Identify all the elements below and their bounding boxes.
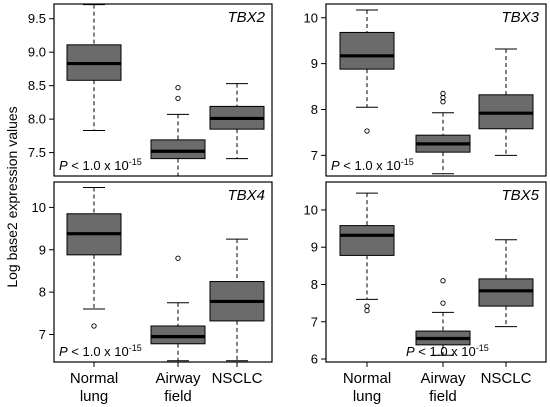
outlier-point [440, 90, 446, 97]
panel-title: TBX2 [227, 9, 265, 26]
y-tick-label: 8.0 [28, 112, 46, 127]
panel-title: TBX3 [501, 9, 539, 26]
outlier-point [175, 95, 181, 102]
panel-tbx4: 7 8 9 10 TBX4 P < 1.0 x 10-15 [32, 181, 273, 363]
x-category-line: field [164, 388, 192, 405]
y-tick-label: 8 [39, 285, 46, 300]
x-category-line: Normal [70, 370, 118, 387]
x-category-label: NSCLC [481, 370, 532, 387]
p-value-exponent: -15 [129, 157, 142, 167]
outlier-point [175, 255, 181, 261]
box-airway-field [150, 255, 206, 362]
p-value-letter: P [406, 344, 415, 359]
p-value-exponent: -15 [129, 343, 142, 353]
iqr-box [478, 278, 534, 307]
y-axis-label: Log base2 expression values [4, 106, 20, 287]
p-value-letter: P [59, 344, 68, 359]
p-value-text: < 1.0 x 10 [415, 344, 476, 359]
p-value-letter: P [331, 158, 340, 173]
panel-frame [325, 3, 547, 177]
x-category-line: lung [80, 388, 108, 405]
y-tick-label: 9 [311, 56, 318, 71]
iqr-box [339, 31, 395, 70]
box-normal-lung [66, 4, 122, 131]
y-tick-label: 9.5 [28, 11, 46, 26]
y-tick-label: 8 [311, 277, 318, 292]
outlier-point [175, 85, 181, 91]
panel-tbx2: 7.5 8.0 8.5 9.0 9.5 TBX2 P < 1.0 x 10-15 [28, 3, 273, 177]
iqr-box [339, 225, 395, 256]
box-normal-lung [66, 187, 122, 329]
x-category-label: Normal lung [343, 370, 391, 405]
iqr-box [150, 325, 206, 345]
y-tick-label: 7 [39, 327, 46, 342]
p-value-text: < 1.0 x 10 [68, 158, 129, 173]
p-value-label: P < 1.0 x 10-15 [59, 157, 142, 173]
box-airway-field [415, 278, 471, 356]
panel-frame [53, 3, 273, 177]
y-tick-label: 8.5 [28, 78, 46, 93]
y-tick-label: 7.5 [28, 145, 46, 160]
panel-frame [53, 181, 273, 363]
box-nsclc [478, 239, 534, 328]
y-tick-label: 10 [32, 200, 46, 215]
p-value-label: P < 1.0 x 10-15 [59, 343, 142, 359]
x-category-line: NSCLC [212, 370, 263, 387]
outlier-point [440, 300, 446, 306]
y-tick-label: 10 [304, 202, 318, 217]
outlier-point [364, 303, 370, 309]
x-category-line: Airway [420, 370, 466, 387]
outlier-point [440, 278, 446, 284]
y-tick-label: 7 [311, 314, 318, 329]
x-category-line: Normal [343, 370, 391, 387]
p-value-label: P < 1.0 x 10-15 [406, 343, 489, 359]
iqr-box [150, 139, 206, 160]
p-value-exponent: -15 [401, 157, 414, 167]
p-value-letter: P [59, 158, 68, 173]
p-value-label: P < 1.0 x 10-15 [331, 157, 414, 173]
y-tick-label: 9 [311, 240, 318, 255]
p-value-exponent: -15 [476, 343, 489, 353]
y-tick-label: 6 [311, 352, 318, 367]
outlier-point [364, 128, 370, 134]
panel-frame [325, 181, 547, 363]
y-tick-label: 9.0 [28, 45, 46, 60]
box-nsclc [209, 238, 265, 362]
box-normal-lung [339, 192, 395, 314]
x-category-line: Airway [155, 370, 201, 387]
y-tick-label: 9 [39, 242, 46, 257]
p-value-text: < 1.0 x 10 [68, 344, 129, 359]
box-airway-field [415, 90, 471, 175]
box-normal-lung [339, 9, 395, 134]
x-category-label: Airway field [420, 370, 466, 405]
panel-tbx5: 6 7 8 9 10 TBX5 P < 1.0 x 10-15 [304, 181, 547, 367]
x-category-label: Airway field [155, 370, 201, 405]
outlier-point [91, 323, 97, 329]
box-airway-field [150, 85, 206, 177]
y-tick-label: 7 [311, 148, 318, 163]
panel-title: TBX4 [227, 187, 265, 204]
x-category-label: Normal lung [70, 370, 118, 405]
panel-title: TBX5 [501, 187, 539, 204]
box-nsclc [209, 83, 265, 160]
x-category-line: lung [353, 388, 381, 405]
p-value-text: < 1.0 x 10 [340, 158, 401, 173]
x-category-label: NSCLC [212, 370, 263, 387]
box-nsclc [478, 48, 534, 156]
y-tick-label: 10 [304, 10, 318, 25]
panel-tbx3: 7 8 9 10 TBX3 P < 1.0 x 10-15 [304, 3, 547, 177]
x-category-line: NSCLC [481, 370, 532, 387]
outlier-point [364, 307, 370, 314]
y-tick-label: 8 [311, 102, 318, 117]
x-category-line: field [429, 388, 457, 405]
